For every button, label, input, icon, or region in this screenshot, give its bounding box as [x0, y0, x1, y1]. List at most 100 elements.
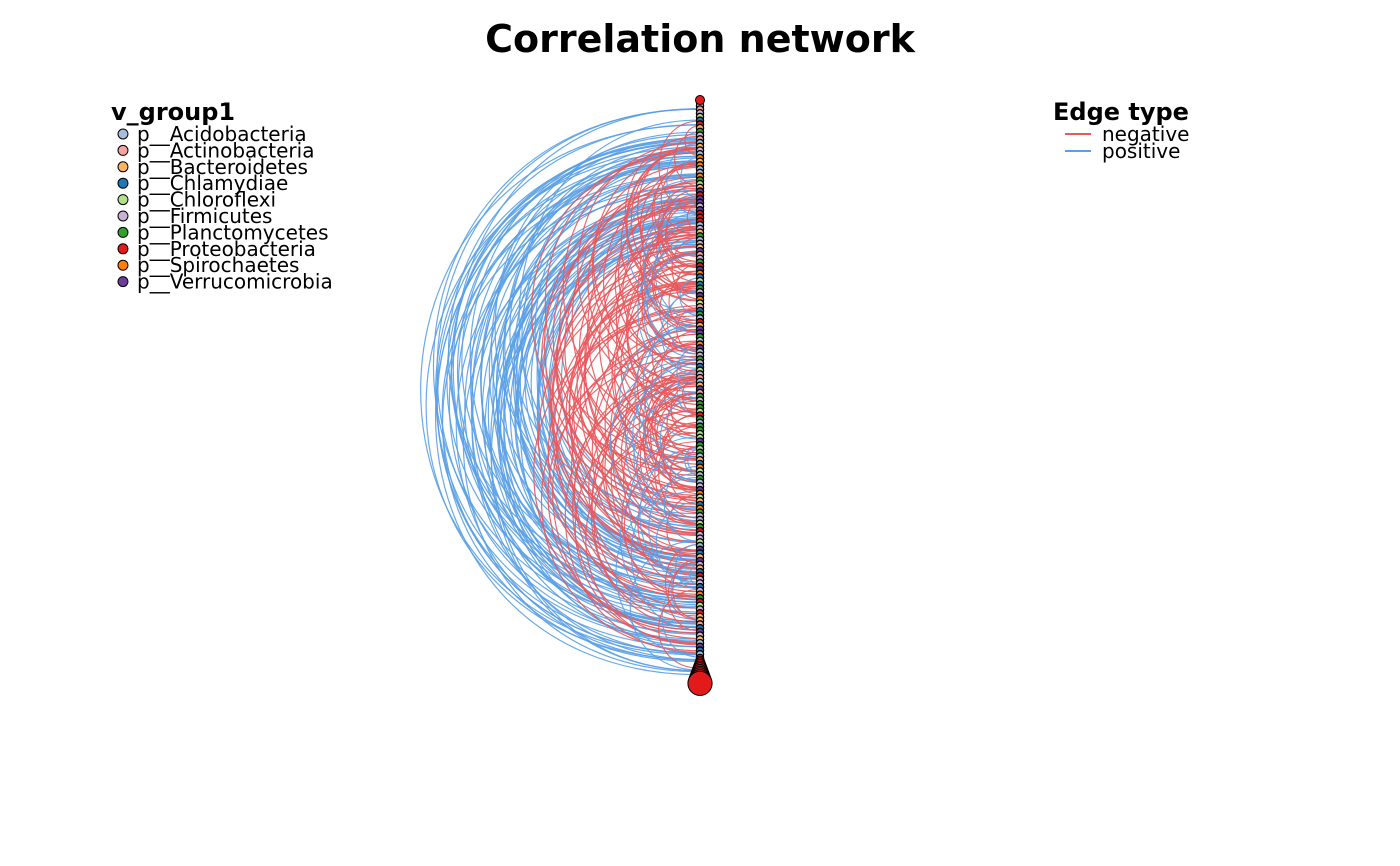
network-edge	[666, 142, 701, 216]
network-edge	[556, 225, 701, 501]
node-legend-label: p__Verrucomicrobia	[137, 270, 333, 294]
network-edge	[609, 358, 701, 529]
network-edge	[471, 160, 701, 635]
network-edge	[591, 333, 701, 570]
node-legend-item: p__Verrucomicrobia	[117, 270, 333, 294]
edge-legend-label: negative	[1102, 122, 1189, 146]
network-edge	[643, 201, 701, 327]
node-legend-label: p__Chlamydiae	[137, 171, 288, 195]
network-edge	[630, 147, 701, 292]
node-legend-item: p__Chlamydiae	[117, 171, 288, 195]
edge-layer	[420, 108, 701, 676]
network-edge	[562, 147, 701, 428]
legend-swatch	[117, 210, 129, 222]
network-edge	[643, 322, 701, 440]
network-edge	[433, 108, 701, 622]
network-edge	[676, 346, 701, 399]
network-edge	[663, 465, 701, 542]
network-edge	[552, 199, 701, 476]
network-edge	[624, 135, 701, 295]
network-edge	[630, 476, 701, 631]
legend-swatch	[117, 243, 129, 255]
network-edge	[615, 227, 701, 410]
network-edge	[619, 455, 701, 620]
node-legend-label: p__Proteobacteria	[137, 237, 316, 261]
network-edge	[644, 343, 701, 454]
network-node	[695, 95, 705, 105]
network-edge	[626, 147, 701, 301]
network-edge	[675, 543, 701, 590]
network-edge	[436, 160, 701, 648]
network-edge	[626, 251, 701, 400]
network-edge	[571, 329, 701, 609]
network-edge	[550, 264, 701, 557]
network-edge	[676, 263, 701, 310]
edge-legend-label: positive	[1102, 139, 1180, 163]
network-node	[687, 670, 713, 697]
node-legend-title: v_group1	[111, 98, 235, 126]
network-edge	[495, 176, 701, 598]
legend-swatch	[117, 194, 129, 206]
network-edge	[658, 588, 701, 669]
legend-swatch	[117, 276, 129, 288]
network-edge	[632, 363, 701, 511]
network-edge	[658, 120, 701, 213]
network-edge	[615, 490, 701, 656]
network-edge	[633, 391, 701, 522]
node-layer	[687, 95, 713, 697]
network-edge	[555, 309, 701, 580]
network-edge	[572, 375, 701, 639]
network-edge	[666, 494, 701, 564]
node-legend-label: p__Actinobacteria	[137, 138, 314, 162]
network-edge	[537, 281, 701, 595]
node-legend-item: p__Acidobacteria	[117, 122, 307, 146]
node-legend-item: p__Proteobacteria	[117, 237, 316, 261]
legend-swatch	[117, 128, 129, 140]
legend-swatch	[117, 259, 129, 271]
network-edge	[420, 124, 701, 656]
network-edge	[627, 178, 701, 314]
network-edge	[629, 540, 701, 671]
network-edge	[627, 262, 701, 418]
node-legend-item: p__Actinobacteria	[117, 138, 314, 162]
network-edge	[684, 125, 701, 157]
node-legend-item: p__Bacteroidetes	[117, 155, 308, 179]
network-edge	[571, 182, 701, 460]
network-edge	[517, 228, 701, 580]
legend-swatch	[117, 161, 129, 173]
network-edge	[651, 162, 701, 262]
node-legend-label: p__Firmicutes	[137, 204, 272, 228]
network-edge	[667, 561, 701, 632]
network-edge	[436, 108, 701, 634]
edge-legend-title: Edge type	[1053, 98, 1189, 126]
network-edge	[612, 373, 701, 551]
network-edge	[645, 241, 701, 352]
network-edge	[435, 155, 701, 676]
node-legend-item: p__Firmicutes	[117, 204, 272, 228]
node-legend: v_group1 p__Acidobacteriap__Actinobacter…	[111, 98, 333, 294]
network-edge	[665, 202, 701, 269]
network-edge	[662, 413, 701, 495]
network-edge	[653, 160, 701, 258]
network-edge	[643, 212, 701, 334]
node-legend-label: p__Bacteroidetes	[137, 155, 308, 179]
node-legend-item: p__Chloroflexi	[117, 188, 276, 212]
edge-legend-item: positive	[1065, 139, 1180, 163]
node-legend-label: p__Chloroflexi	[137, 188, 276, 212]
node-legend-item: p__Planctomycetes	[117, 220, 329, 244]
legend-swatch	[117, 144, 129, 156]
network-edge	[637, 229, 701, 349]
legend-swatch	[117, 226, 129, 238]
network-edge	[533, 315, 701, 631]
node-legend-label: p__Planctomycetes	[137, 220, 329, 244]
network-edge	[518, 119, 701, 518]
network-edge	[646, 376, 701, 483]
legend-swatch	[117, 177, 129, 189]
network-edge	[448, 165, 701, 640]
node-legend-item: p__Spirochaetes	[117, 253, 299, 277]
network-edge	[480, 155, 701, 603]
network-edge	[504, 142, 701, 553]
network-edge	[669, 446, 701, 505]
chart-title: Correlation network	[485, 17, 915, 61]
